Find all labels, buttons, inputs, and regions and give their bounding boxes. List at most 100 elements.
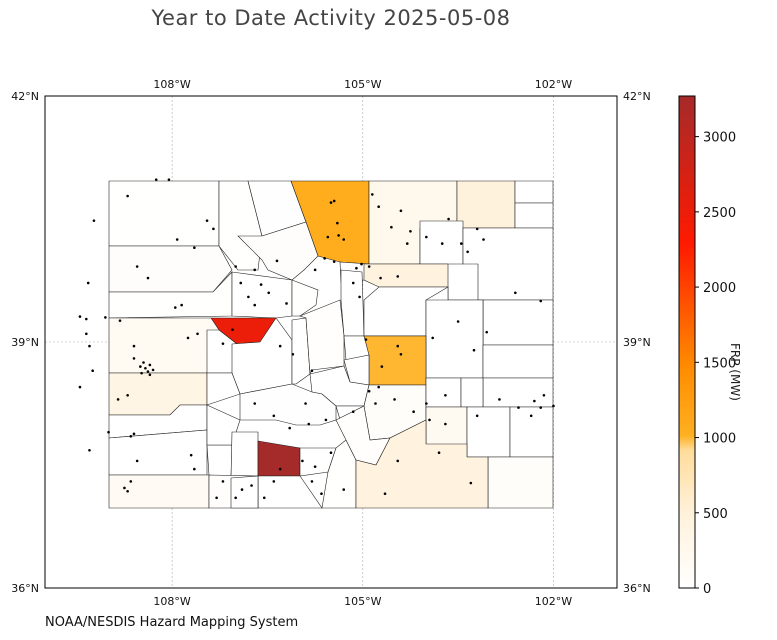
fire-point: [253, 268, 257, 272]
fire-point: [374, 402, 377, 405]
fire-point: [126, 194, 129, 198]
county-cheyenne: [482, 377, 554, 408]
fire-point: [358, 295, 361, 299]
fire-point: [272, 480, 276, 483]
county-prowers: [509, 406, 554, 458]
fire-point: [234, 496, 237, 500]
fire-point: [278, 467, 282, 471]
fire-point: [253, 402, 257, 405]
colorbar-tick-label: 2500: [703, 206, 736, 221]
fire-point: [475, 414, 479, 418]
fire-point: [472, 348, 476, 352]
fire-point: [259, 283, 263, 286]
county-grand: [237, 221, 319, 281]
fire-point: [371, 193, 374, 196]
fire-point: [88, 448, 91, 452]
fire-point: [175, 238, 179, 241]
fire-point: [380, 365, 384, 368]
county-phillips: [514, 202, 554, 229]
county-chaffee: [291, 317, 311, 385]
colorbar-tick-label: 2000: [703, 281, 736, 296]
lat-tick-label: 36°N: [11, 582, 39, 595]
colorbar-tick-label: 1000: [703, 432, 736, 447]
lat-tick-label: 42°N: [623, 90, 651, 103]
county-logan: [456, 180, 516, 229]
fire-point: [234, 265, 237, 268]
county-archuleta: [230, 475, 259, 509]
county-yuma: [482, 299, 554, 346]
fire-point: [514, 291, 517, 295]
lat-tick-label: 36°N: [623, 582, 651, 595]
fire-point: [240, 488, 244, 491]
fire-point: [221, 342, 225, 345]
fire-point: [132, 357, 136, 360]
fire-point: [142, 361, 145, 364]
fire-point: [310, 480, 314, 483]
county-lincoln: [425, 299, 484, 379]
fire-point: [186, 336, 190, 340]
fire-point: [437, 451, 441, 455]
fire-point: [85, 332, 88, 336]
fire-point: [151, 368, 155, 372]
county-layer: [108, 180, 554, 509]
fire-point: [399, 353, 403, 356]
fire-point: [539, 406, 543, 409]
fire-point: [116, 398, 120, 401]
fire-point: [342, 488, 346, 491]
fire-point: [475, 227, 479, 231]
fire-point: [307, 422, 311, 426]
lon-tick-label: 105°W: [344, 595, 381, 608]
colorbar-tick-label: 500: [703, 507, 728, 522]
fire-point: [92, 219, 96, 222]
fire-point: [459, 242, 463, 245]
fire-point: [399, 209, 403, 213]
fire-point: [78, 385, 82, 389]
colorbar-tick-label: 1500: [703, 356, 736, 371]
fire-point: [148, 363, 152, 367]
fire-point: [393, 398, 396, 401]
fire-point: [140, 371, 143, 375]
fire-point: [253, 303, 257, 307]
county-baca: [487, 456, 554, 509]
lon-tick-label: 108°W: [153, 595, 190, 608]
fire-point: [212, 227, 215, 231]
fire-point: [250, 484, 253, 487]
fire-point: [91, 369, 94, 373]
fire-point: [320, 492, 323, 496]
fire-point: [139, 365, 142, 368]
colorbar-ticks: 0 500 1000 1500 2000 2500 3000: [695, 131, 736, 597]
fire-point: [189, 453, 193, 457]
colorbar-tick-label: 3000: [703, 131, 736, 146]
fire-point: [132, 344, 136, 348]
fire-point: [485, 330, 489, 334]
fire-point: [239, 281, 243, 285]
fire-point: [428, 418, 431, 422]
fire-point: [205, 219, 209, 222]
colorbar-tick-label: 0: [703, 582, 711, 597]
county-kit-carson: [482, 344, 554, 379]
fire-point: [154, 178, 158, 181]
fire-point: [379, 276, 382, 280]
fire-point: [498, 398, 501, 401]
fire-point: [324, 418, 328, 422]
fire-point: [405, 242, 409, 245]
county-rio-blanco: [108, 245, 233, 293]
fire-point: [88, 344, 91, 348]
county-morgan: [419, 220, 464, 265]
lon-tick-label: 105°W: [344, 78, 381, 91]
fire-point: [323, 257, 326, 260]
county-bent: [466, 406, 511, 458]
fire-point: [267, 291, 271, 295]
fire-point: [129, 480, 133, 483]
fire-point: [412, 410, 415, 414]
fire-point: [275, 259, 279, 263]
fire-point: [351, 410, 355, 414]
fire-point: [542, 394, 546, 397]
lat-tick-label: 42°N: [11, 90, 39, 103]
map-title: Year to Date Activity 2025-05-08: [151, 6, 511, 30]
fire-point: [409, 230, 412, 233]
fire-point: [377, 205, 380, 208]
fire-point: [326, 235, 330, 239]
lat-tick-label: 39°N: [623, 336, 651, 349]
